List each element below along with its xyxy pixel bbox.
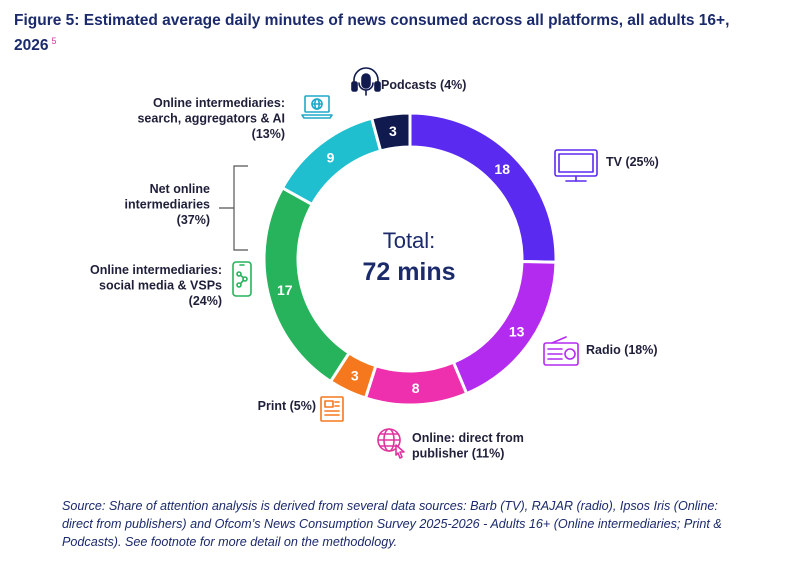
net-online-label: Net online intermediaries(37%)	[125, 182, 211, 227]
slice-value-online-intermediaries-search-aggregators-ai: 9	[327, 149, 335, 165]
net-online-label-line: (37%)	[177, 213, 210, 227]
phone-network-icon	[232, 261, 252, 297]
category-label-print: Print (5%)	[258, 399, 316, 413]
chart-title: Figure 5: Estimated average daily minute…	[14, 12, 730, 55]
donut-chart: 18 13 8 3 17 9 3 TV (25%) Radio (18%) Online: dir…	[90, 67, 659, 461]
headphones-mic-icon	[351, 67, 381, 96]
category-label-online-direct-from-publisher: Online: direct from	[412, 431, 524, 445]
slice-labels: 18 13 8 3 17 9 3 TV (25%) Radio (18%) Online: dir…	[90, 78, 659, 461]
category-label-online-intermediaries-social-media-vsps: social media & VSPs	[99, 279, 222, 293]
center-total-value: 72 mins	[362, 258, 455, 286]
category-label-radio: Radio (18%)	[586, 343, 658, 357]
laptop-globe-icon	[301, 95, 333, 119]
slice-radio	[451, 259, 558, 396]
radio-icon	[543, 336, 579, 366]
globe-cursor-icon	[377, 428, 405, 459]
source-note: Source: Share of attention analysis is d…	[62, 499, 722, 549]
category-label-online-intermediaries-search-aggregators-ai: (13%)	[252, 127, 285, 141]
slice-value-online-intermediaries-social-media-vsps: 17	[277, 282, 293, 298]
slice-value-online-direct-from-publisher: 8	[412, 380, 420, 396]
center-total-label: Total:	[383, 228, 436, 253]
net-online-label-line: Net online	[150, 182, 210, 196]
slice-value-podcasts: 3	[389, 123, 397, 139]
category-label-online-direct-from-publisher: publisher (11%)	[412, 447, 504, 461]
category-label-online-intermediaries-search-aggregators-ai: search, aggregators & AI	[137, 112, 285, 126]
tv-icon	[554, 149, 598, 182]
donut-ring	[262, 111, 558, 407]
category-label-online-intermediaries-search-aggregators-ai: Online intermediaries:	[153, 96, 285, 110]
newspaper-icon	[320, 396, 344, 422]
net-online-bracket	[219, 165, 248, 251]
category-label-online-intermediaries-social-media-vsps: Online intermediaries:	[90, 263, 222, 277]
category-label-podcasts: Podcasts (4%)	[381, 78, 466, 92]
slice-value-print: 3	[351, 368, 359, 384]
slice-podcasts	[369, 111, 412, 153]
net-online-label-line: intermediaries	[125, 198, 211, 212]
slice-value-tv: 18	[494, 161, 510, 177]
center-total: Total: 72 mins	[362, 228, 455, 286]
footnote-marker: 5	[51, 36, 57, 46]
category-label-tv: TV (25%)	[606, 155, 659, 169]
slice-value-radio: 13	[509, 324, 525, 340]
category-label-online-intermediaries-social-media-vsps: (24%)	[189, 294, 222, 308]
slice-icons	[232, 67, 598, 459]
